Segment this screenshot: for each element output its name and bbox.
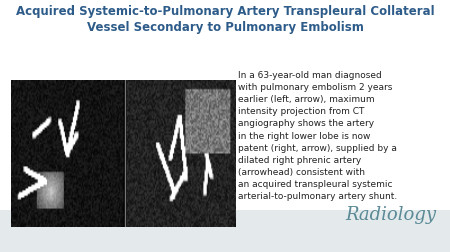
Text: Radiology: Radiology <box>346 205 436 223</box>
Text: In a 63-year-old man diagnosed
with pulmonary embolism 2 years
earlier (left, ar: In a 63-year-old man diagnosed with pulm… <box>238 71 398 201</box>
FancyBboxPatch shape <box>0 210 450 252</box>
Text: Acquired Systemic-to-Pulmonary Artery Transpleural Collateral
Vessel Secondary t: Acquired Systemic-to-Pulmonary Artery Tr… <box>16 5 434 34</box>
FancyBboxPatch shape <box>11 81 236 227</box>
